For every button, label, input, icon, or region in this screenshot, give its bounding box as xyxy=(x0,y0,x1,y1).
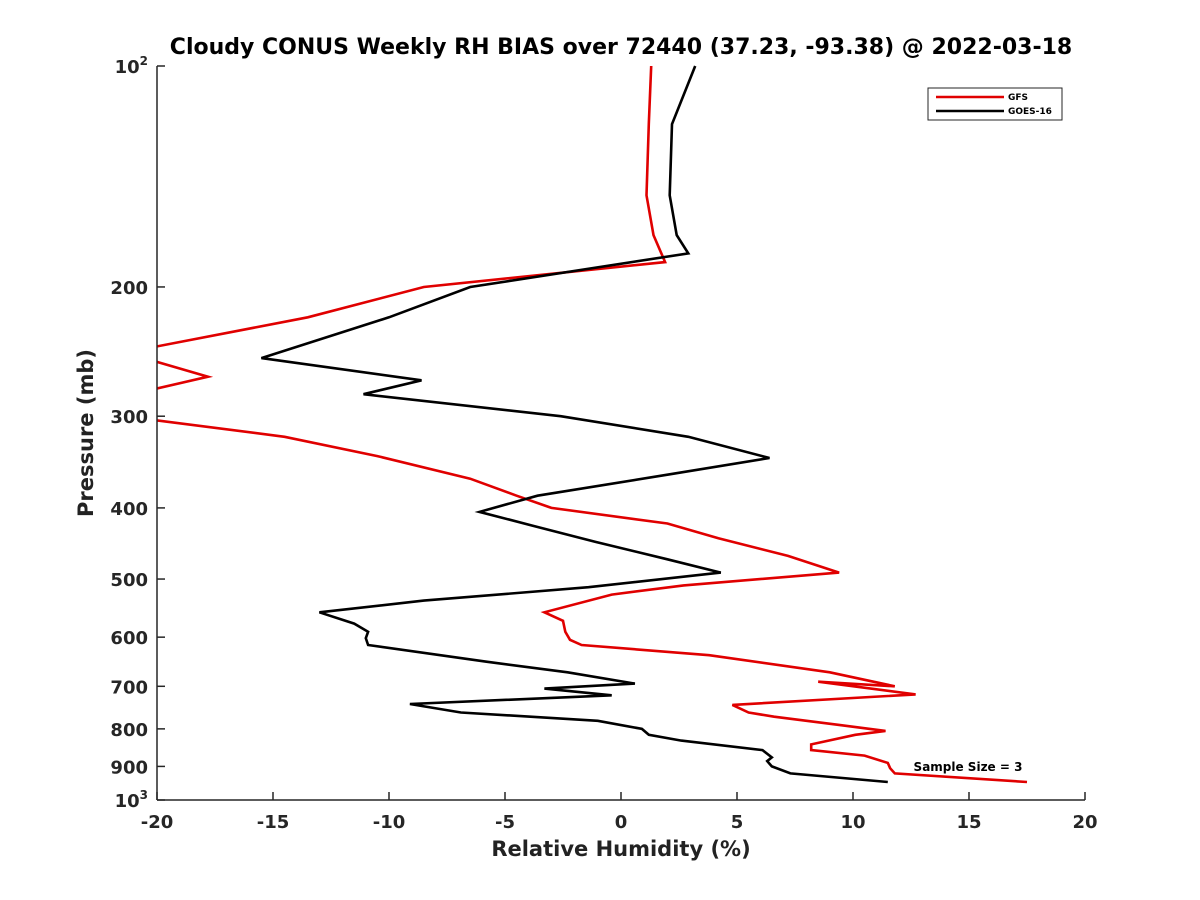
series-layer xyxy=(157,65,1028,784)
sample-size-annotation: Sample Size = 3 xyxy=(914,760,1023,774)
series-line-goes16 xyxy=(261,65,888,784)
x-tick-label: -15 xyxy=(257,812,290,833)
y-tick-label: 600 xyxy=(110,628,148,649)
x-tick-label: -20 xyxy=(141,812,174,833)
series-line-gfs xyxy=(157,65,1028,784)
x-tick-label: 15 xyxy=(956,812,981,833)
y-tick-label: 300 xyxy=(110,407,148,428)
x-tick-label: -10 xyxy=(373,812,406,833)
y-tick-label: 103 xyxy=(115,788,148,812)
x-tick-label: 10 xyxy=(840,812,865,833)
y-tick-label: 700 xyxy=(110,677,148,698)
y-axis-label: Pressure (mb) xyxy=(74,349,98,517)
y-tick-label: 500 xyxy=(110,570,148,591)
chart-title: Cloudy CONUS Weekly RH BIAS over 72440 (… xyxy=(170,35,1072,60)
y-tick-label: 900 xyxy=(110,757,148,778)
legend-label-gfs: GFS xyxy=(1008,93,1028,103)
x-ticks: -20 -15 -10 -5 0 5 10 15 20 xyxy=(141,792,1098,833)
x-axis-label: Relative Humidity (%) xyxy=(491,837,750,861)
y-tick-label: 102 xyxy=(115,54,148,78)
y-tick-label: 800 xyxy=(110,720,148,741)
x-tick-label: 5 xyxy=(731,812,744,833)
x-tick-label: 20 xyxy=(1072,812,1097,833)
legend-label-goes16: GOES-16 xyxy=(1008,107,1052,117)
x-tick-label: -5 xyxy=(495,812,515,833)
x-tick-label: 0 xyxy=(615,812,628,833)
y-tick-label: 200 xyxy=(110,278,148,299)
y-ticks: 102 200 300 400 500 600 700 800 900 103 xyxy=(110,54,165,812)
legend: GFS GOES-16 xyxy=(927,87,1063,121)
legend-box xyxy=(927,87,1063,121)
y-tick-label: 400 xyxy=(110,499,148,520)
